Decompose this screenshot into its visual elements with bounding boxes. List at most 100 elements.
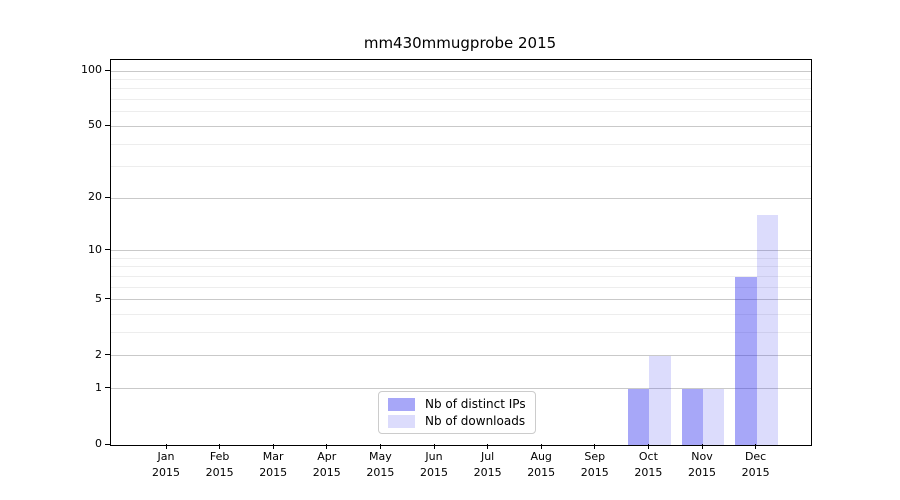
x-axis-tick-mark: [487, 444, 489, 449]
bar-distinct-ips-oct: [628, 388, 650, 445]
x-axis-tick-label: Jun 2015: [402, 449, 466, 481]
x-axis-tick-mark: [755, 444, 757, 449]
gridline-major: [111, 299, 811, 301]
y-axis-tick-mark: [105, 298, 110, 300]
x-axis-tick-label: Jul 2015: [456, 449, 520, 481]
y-axis-tick-mark: [105, 196, 110, 198]
y-axis-tick-label: 20: [88, 190, 102, 204]
gridline-minor: [111, 88, 811, 90]
y-axis-tick-label: 0: [95, 437, 102, 450]
gridline-minor: [111, 286, 811, 288]
x-tick-month: Feb: [209, 450, 230, 463]
y-axis-tick-label: 2: [95, 347, 102, 361]
x-axis-tick-label: Jan 2015: [134, 449, 198, 481]
x-axis-tick-mark: [701, 444, 703, 449]
x-tick-year: 2015: [152, 466, 180, 479]
gridline-minor: [111, 266, 811, 268]
chart-title: mm430mmugprobe 2015: [363, 34, 557, 52]
x-tick-year: 2015: [366, 466, 395, 479]
y-axis-tick-mark: [105, 124, 110, 126]
x-axis-tick-label: Dec 2015: [724, 449, 788, 481]
legend-item-distinct-ips: Nb of distinct IPs: [388, 397, 526, 411]
y-axis-tick-mark: [105, 354, 110, 356]
gridline-major: [111, 70, 811, 72]
gridline-major: [111, 355, 811, 357]
x-tick-year: 2015: [580, 466, 609, 479]
gridline-minor: [111, 78, 811, 80]
x-axis-tick-label: Nov 2015: [670, 449, 734, 481]
x-axis-tick-mark: [326, 444, 328, 449]
x-axis-tick-mark: [594, 444, 596, 449]
x-axis-tick-label: Aug 2015: [509, 449, 573, 481]
x-tick-month: May: [369, 450, 392, 463]
x-tick-month: Jul: [480, 450, 495, 463]
y-axis-tick-mark: [105, 387, 110, 389]
gridline-minor: [111, 166, 811, 168]
gridline-minor: [111, 332, 811, 334]
bar-distinct-ips-nov: [681, 388, 703, 445]
gridline-minor: [111, 143, 811, 145]
gridline-minor: [111, 314, 811, 316]
y-axis-tick-label: 5: [95, 291, 102, 305]
x-tick-year: 2015: [527, 466, 556, 479]
x-axis-tick-label: Apr 2015: [295, 449, 359, 481]
x-tick-month: Sep: [584, 450, 606, 463]
y-axis-tick-mark: [105, 249, 110, 251]
x-tick-month: Aug: [530, 450, 552, 463]
legend: Nb of distinct IPs Nb of downloads: [378, 391, 536, 434]
x-axis-tick-mark: [540, 444, 542, 449]
bar-downloads-dec: [756, 215, 778, 445]
x-tick-month: Nov: [691, 450, 713, 463]
x-axis-tick-mark: [272, 444, 274, 449]
y-axis-tick-label: 1: [95, 380, 102, 394]
x-tick-year: 2015: [259, 466, 288, 479]
x-tick-month: Oct: [638, 450, 658, 463]
x-tick-year: 2015: [688, 466, 716, 479]
gridline-minor: [111, 257, 811, 259]
x-axis-tick-mark: [433, 444, 435, 449]
x-tick-month: Dec: [744, 450, 767, 463]
y-axis-tick-label: 50: [88, 118, 102, 132]
bar-downloads-oct: [649, 355, 671, 445]
x-tick-year: 2015: [473, 466, 502, 479]
legend-label: Nb of downloads: [425, 414, 526, 428]
x-tick-year: 2015: [312, 466, 341, 479]
x-tick-month: Jan: [157, 450, 175, 463]
gridline-major: [111, 388, 811, 390]
x-tick-year: 2015: [205, 466, 234, 479]
bar-downloads-nov: [703, 388, 725, 445]
x-axis-tick-label: Mar 2015: [241, 449, 305, 481]
gridline-major: [111, 197, 811, 199]
y-axis-tick-label: 100: [81, 63, 102, 76]
gridline-major: [111, 250, 811, 252]
legend-label: Nb of distinct IPs: [425, 397, 526, 411]
gridline-minor: [111, 275, 811, 277]
x-tick-month: Jun: [425, 450, 443, 463]
x-tick-year: 2015: [741, 466, 770, 479]
gridlines-layer: [111, 60, 811, 445]
gridline-minor: [111, 99, 811, 101]
legend-swatch: [388, 397, 415, 411]
x-axis-tick-label: Sep 2015: [563, 449, 627, 481]
gridline-major: [111, 125, 811, 127]
bar-distinct-ips-dec: [735, 276, 757, 445]
x-tick-month: Apr: [317, 450, 337, 463]
y-axis-tick-mark: [105, 69, 110, 71]
x-axis-tick-mark: [379, 444, 381, 449]
gridline-minor: [111, 111, 811, 113]
plot-area: [110, 59, 812, 446]
x-axis-tick-label: May 2015: [348, 449, 412, 481]
x-axis-tick-label: Feb 2015: [188, 449, 252, 481]
x-axis-tick-mark: [647, 444, 649, 449]
x-axis-tick-label: Oct 2015: [616, 449, 680, 481]
x-axis-tick-mark: [165, 444, 167, 449]
legend-item-downloads: Nb of downloads: [388, 414, 526, 428]
x-axis-tick-mark: [219, 444, 221, 449]
legend-swatch: [388, 414, 415, 428]
y-axis-tick-mark: [105, 443, 110, 445]
bars-layer: [111, 60, 811, 445]
y-axis-tick-label: 10: [88, 242, 102, 256]
x-tick-month: Mar: [262, 450, 284, 463]
x-tick-year: 2015: [420, 466, 448, 479]
